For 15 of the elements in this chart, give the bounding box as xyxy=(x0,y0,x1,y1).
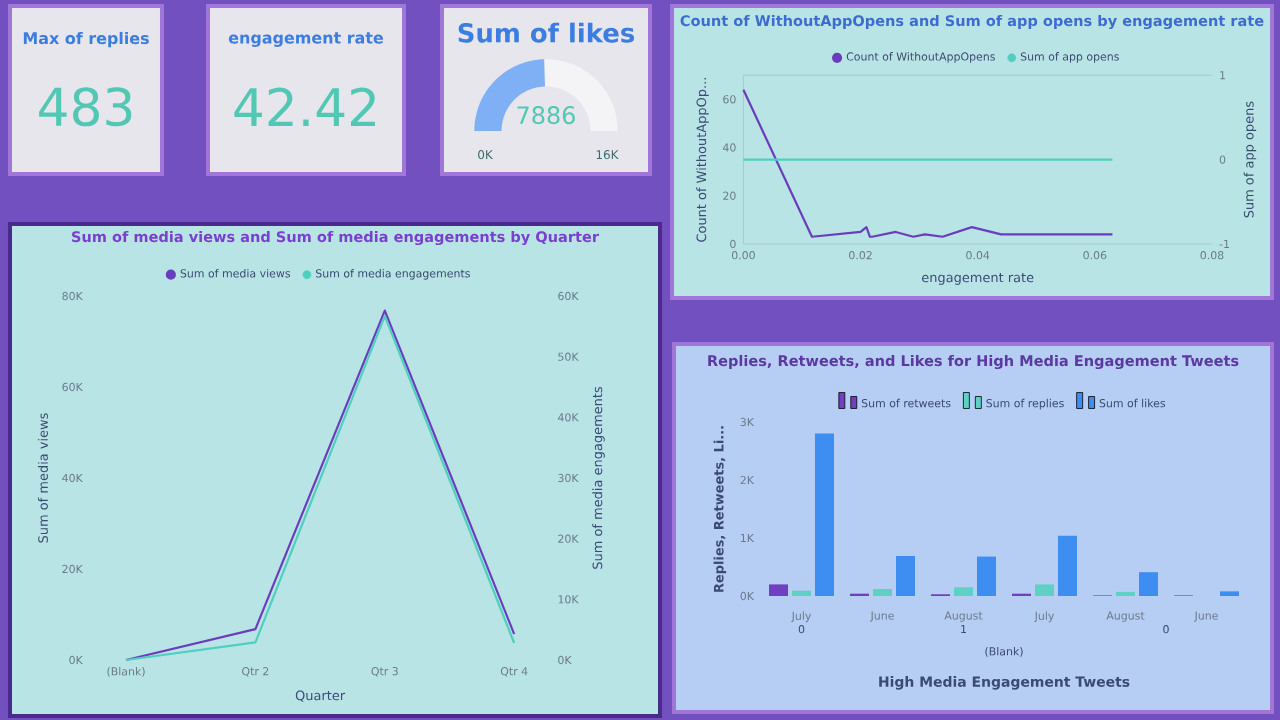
bar xyxy=(1138,572,1158,596)
bar xyxy=(1057,535,1077,596)
text: 42.42 xyxy=(234,87,375,127)
bar xyxy=(792,590,812,596)
bar xyxy=(895,555,915,596)
line-series xyxy=(742,88,1114,238)
bar xyxy=(769,584,789,596)
chart-title: Sum of likes xyxy=(458,22,635,43)
bar xyxy=(954,587,974,596)
bar xyxy=(1035,584,1055,596)
text: 483 xyxy=(39,87,132,127)
text: 7886 xyxy=(517,106,575,125)
bar xyxy=(873,589,893,596)
bar xyxy=(976,556,996,596)
bar xyxy=(814,433,834,596)
